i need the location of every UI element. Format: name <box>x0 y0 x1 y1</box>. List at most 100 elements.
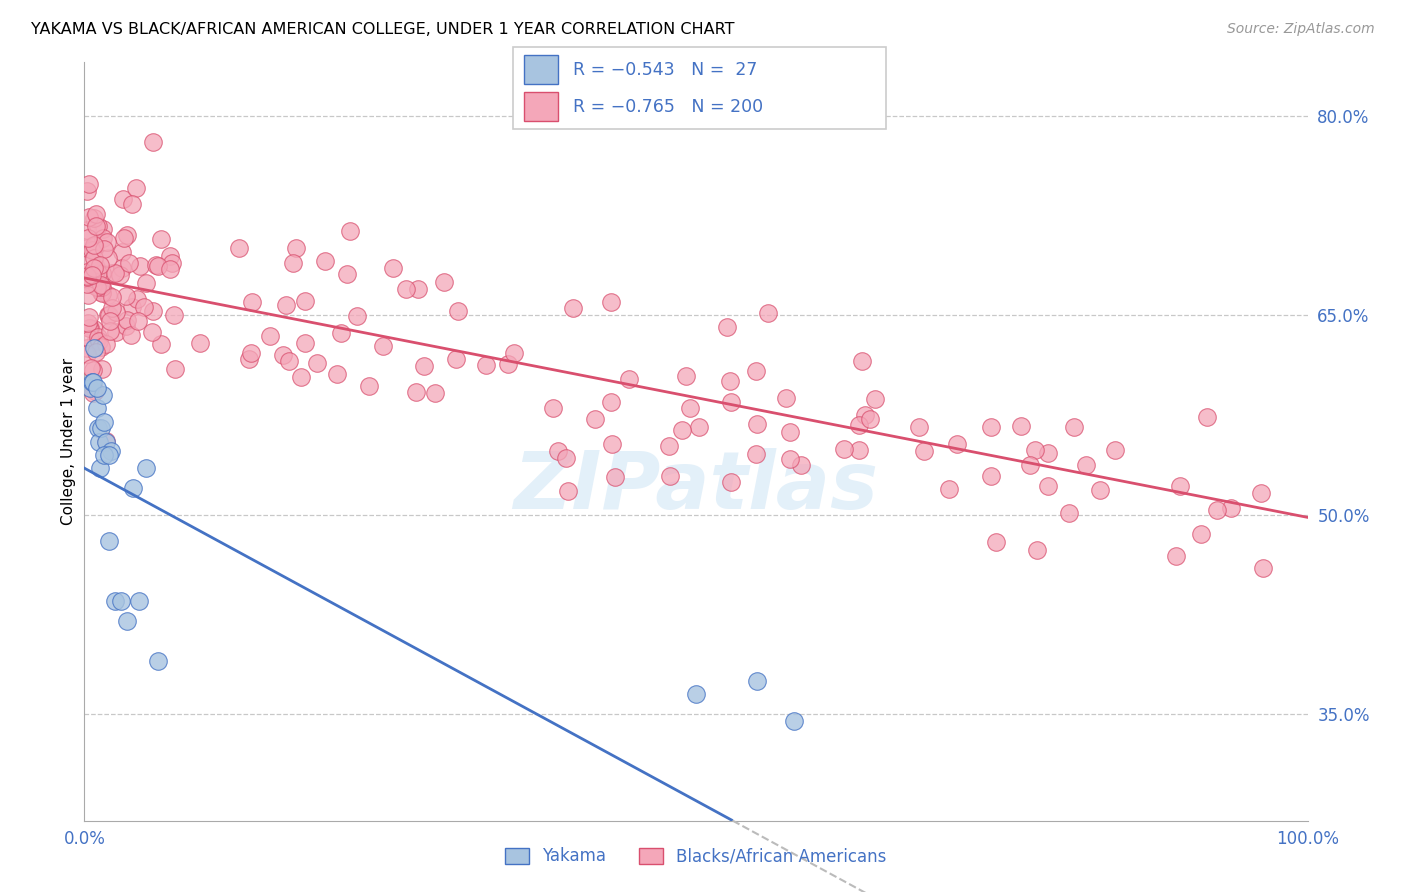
Point <box>79 321 101 335</box>
Point <box>240 346 263 360</box>
Point <box>658 469 681 483</box>
Point <box>720 475 742 489</box>
Point <box>314 253 336 268</box>
Point <box>89 334 111 349</box>
Point <box>980 469 1002 483</box>
Point <box>82 375 104 389</box>
Point <box>76 277 98 292</box>
Point <box>329 326 352 340</box>
Point <box>848 442 870 457</box>
Point <box>720 395 742 409</box>
Point <box>76 265 98 279</box>
Point <box>373 339 395 353</box>
Point <box>600 395 623 409</box>
Point <box>120 327 142 342</box>
Point <box>779 425 801 439</box>
Text: R = −0.765   N = 200: R = −0.765 N = 200 <box>572 98 763 116</box>
Point <box>1104 442 1126 457</box>
Bar <box>524 55 558 84</box>
Point <box>77 310 100 324</box>
Point <box>381 260 404 275</box>
Point <box>853 408 876 422</box>
Point <box>240 295 263 310</box>
Point <box>1026 542 1049 557</box>
Point <box>83 238 105 252</box>
Point <box>423 386 446 401</box>
Point <box>86 280 108 294</box>
Point <box>984 535 1007 549</box>
Point <box>76 231 98 245</box>
Point <box>83 211 105 225</box>
Point <box>447 304 470 318</box>
Point <box>603 470 626 484</box>
Point <box>91 222 114 236</box>
Point <box>980 420 1002 434</box>
Point <box>502 345 524 359</box>
Point <box>101 290 124 304</box>
Point <box>146 259 169 273</box>
Point <box>111 192 134 206</box>
Point <box>86 401 108 416</box>
Point <box>76 347 98 361</box>
Point <box>79 332 101 346</box>
Point <box>271 349 294 363</box>
Point <box>79 381 101 395</box>
Point <box>408 282 430 296</box>
Point <box>86 333 108 347</box>
Point <box>76 268 98 283</box>
Point <box>284 241 307 255</box>
Point <box>658 439 681 453</box>
Point <box>96 235 118 250</box>
FancyBboxPatch shape <box>513 47 886 129</box>
Point <box>104 266 127 280</box>
Point <box>228 241 250 255</box>
Point <box>756 306 779 320</box>
Point <box>87 266 110 280</box>
Point <box>716 320 738 334</box>
Point <box>779 452 801 467</box>
Point <box>1219 500 1241 515</box>
Point <box>718 374 741 388</box>
Point <box>274 298 297 312</box>
Point <box>84 264 107 278</box>
Text: Source: ZipAtlas.com: Source: ZipAtlas.com <box>1227 22 1375 37</box>
Point <box>83 261 105 276</box>
Point <box>1168 478 1191 492</box>
Point <box>1189 527 1212 541</box>
Point <box>745 447 768 461</box>
Point <box>83 252 105 266</box>
Point <box>163 308 186 322</box>
Point <box>76 222 98 236</box>
Point <box>112 231 135 245</box>
Point <box>104 325 127 339</box>
Point <box>433 276 456 290</box>
Point <box>132 301 155 315</box>
Point <box>97 534 120 549</box>
Point <box>77 210 100 224</box>
Point <box>76 341 98 355</box>
Text: R = −0.543   N =  27: R = −0.543 N = 27 <box>572 61 758 78</box>
Point <box>115 288 138 302</box>
Point <box>128 260 150 274</box>
Point <box>86 344 108 359</box>
Point <box>851 353 873 368</box>
Point <box>790 458 813 473</box>
Point <box>76 270 98 285</box>
Point <box>150 337 173 351</box>
Point <box>91 230 114 244</box>
Point <box>91 388 114 402</box>
Point <box>357 379 380 393</box>
Point <box>125 181 148 195</box>
Point <box>91 285 114 300</box>
Point <box>91 266 114 280</box>
Y-axis label: College, Under 1 year: College, Under 1 year <box>60 358 76 525</box>
Point <box>675 368 697 383</box>
Point <box>94 336 117 351</box>
Point <box>84 207 107 221</box>
Point <box>305 356 328 370</box>
Bar <box>524 93 558 121</box>
Point <box>1057 506 1080 520</box>
Point <box>98 314 121 328</box>
Point <box>93 415 115 429</box>
Point <box>80 361 103 376</box>
